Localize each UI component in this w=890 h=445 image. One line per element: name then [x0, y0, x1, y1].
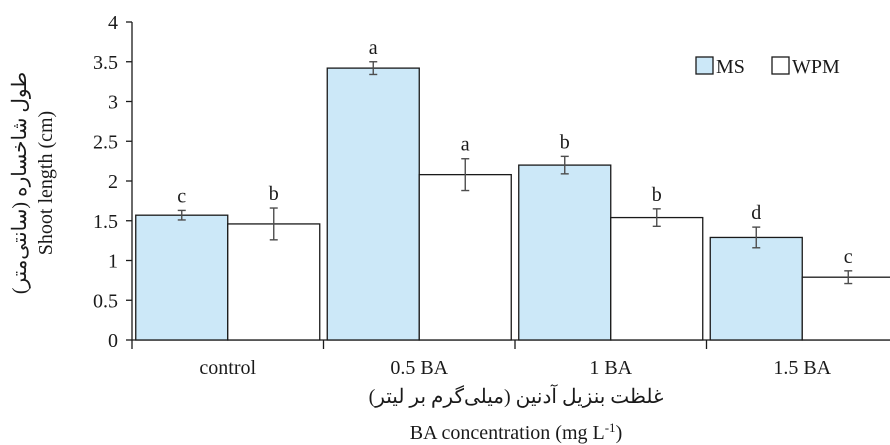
error-bars [177, 61, 853, 285]
x-axis-title-end: ) [616, 422, 623, 444]
significance-letter-ms-1-ba: b [560, 131, 570, 153]
y-axis-title: Shoot length (cm) [35, 111, 57, 255]
legend-label-wpm: WPM [792, 56, 840, 78]
x-tick-label: control [199, 357, 256, 379]
x-tick-label: 1 BA [589, 357, 632, 379]
significance-letter-wpm-1-5-ba: c [844, 246, 853, 268]
y-tick-label: 2.5 [93, 131, 118, 153]
bar-wpm-control [227, 223, 321, 341]
bar-wpm-1-ba [610, 216, 704, 341]
legend: MS WPM [695, 56, 840, 78]
y-tick-label: 3.5 [93, 52, 118, 74]
significance-letter-ms-control: c [177, 185, 186, 207]
x-axis-title: BA concentration (mg L-1) [410, 420, 622, 445]
y-axis: 0 0.5 1 1.5 2 2.5 3 3.5 4 [93, 12, 133, 352]
significance-letter-wpm-0-5-ba: a [461, 134, 470, 156]
x-axis-title-superscript: -1 [605, 420, 616, 435]
y-tick-label: 1.5 [93, 211, 118, 233]
y-tick-label: 0.5 [93, 290, 118, 312]
significance-letter-ms-1-5-ba: d [751, 202, 761, 224]
y-tick-label: 3 [108, 92, 118, 114]
y-tick-label: 1 [108, 251, 118, 273]
x-axis-title-main: BA concentration (mg L [410, 422, 605, 444]
bar-wpm-1-5-ba [801, 276, 890, 341]
x-axis-title-persian: غلظت بنزیل آدنین (میلی‌گرم بر لیتر) [369, 384, 664, 408]
bar-ms-control [135, 214, 229, 341]
bar-ms-1-ba [518, 164, 612, 341]
significance-letter-wpm-control: b [269, 183, 279, 205]
significance-letter-wpm-1-ba: b [652, 184, 662, 206]
legend-swatch-wpm [771, 56, 790, 75]
y-tick-label: 0 [108, 330, 118, 352]
bar-wpm-0-5-ba [418, 173, 512, 341]
y-tick-label: 4 [108, 12, 118, 34]
x-tick-label: 0.5 BA [390, 357, 448, 379]
bar-ms-1-5-ba [709, 236, 803, 341]
legend-label-ms: MS [716, 56, 745, 78]
significance-letters: c b a a b b d c [177, 37, 853, 268]
y-tick-label: 2 [108, 171, 118, 193]
legend-swatch-ms [695, 56, 714, 75]
bars [135, 67, 890, 341]
significance-letter-ms-0-5-ba: a [369, 37, 378, 59]
y-axis-title-persian: طول شاخساره (سانتی‌متر) [9, 72, 31, 294]
x-tick-label: 1.5 BA [773, 357, 831, 379]
x-axis: control 0.5 BA 1 BA 1.5 BA [131, 339, 890, 379]
bar-ms-0-5-ba [326, 67, 420, 341]
